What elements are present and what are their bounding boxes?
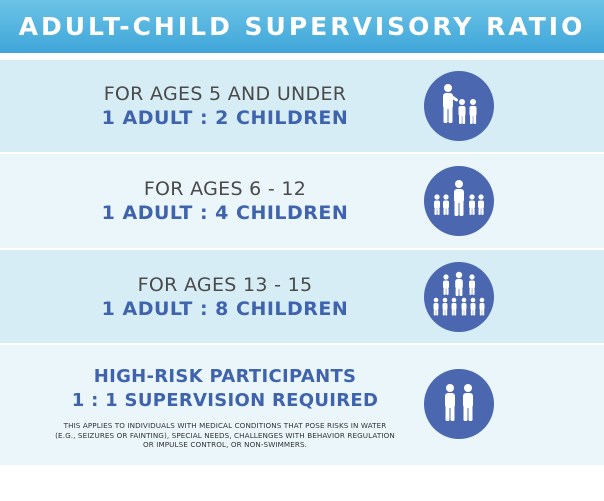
- adult-with-four-children-icon: [424, 166, 494, 236]
- age-label: FOR AGES 13 - 15: [137, 273, 313, 296]
- age-label: FOR AGES 5 AND UNDER: [103, 83, 347, 105]
- high-risk-row: HIGH-RISK PARTICIPANTS 1 : 1 SUPERVISION…: [0, 345, 604, 465]
- age-label: FOR AGES 6 - 12: [143, 178, 307, 200]
- adult-with-eight-children-icon: [424, 262, 494, 332]
- high-risk-title: HIGH-RISK PARTICIPANTS: [93, 366, 357, 387]
- header-banner: ADULT-CHILD SUPERVISORY RATIO: [0, 0, 604, 53]
- ratio-row-ages-13-15: FOR AGES 13 - 15 1 ADULT : 8 CHILDREN: [0, 250, 604, 343]
- ratio-row-text: FOR AGES 13 - 15 1 ADULT : 8 CHILDREN: [0, 250, 450, 343]
- ratio-row-ages-6-12: FOR AGES 6 - 12 1 ADULT : 4 CHILDREN: [0, 154, 604, 248]
- ratio-row-ages-5-under: FOR AGES 5 AND UNDER 1 ADULT : 2 CHILDRE…: [0, 60, 604, 152]
- ratio-label: 1 ADULT : 8 CHILDREN: [101, 297, 349, 320]
- high-risk-note: THIS APPLIES TO INDIVIDUALS WITH MEDICAL…: [55, 421, 395, 449]
- high-risk-subtitle: 1 : 1 SUPERVISION REQUIRED: [71, 390, 379, 411]
- ratio-row-text: FOR AGES 5 AND UNDER 1 ADULT : 2 CHILDRE…: [0, 60, 450, 152]
- two-people-icon: [424, 369, 494, 439]
- ratio-label: 1 ADULT : 4 CHILDREN: [101, 202, 349, 224]
- ratio-label: 1 ADULT : 2 CHILDREN: [101, 107, 349, 129]
- high-risk-text: HIGH-RISK PARTICIPANTS 1 : 1 SUPERVISION…: [0, 345, 450, 465]
- page-title: ADULT-CHILD SUPERVISORY RATIO: [18, 12, 586, 41]
- adult-with-two-children-icon: [424, 71, 494, 141]
- ratio-row-text: FOR AGES 6 - 12 1 ADULT : 4 CHILDREN: [0, 154, 450, 248]
